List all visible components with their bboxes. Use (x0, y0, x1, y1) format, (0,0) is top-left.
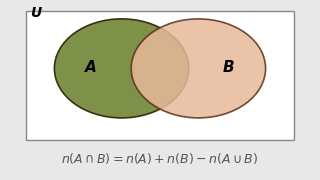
Ellipse shape (54, 19, 189, 118)
Text: $\bfit{B}$: $\bfit{B}$ (222, 60, 235, 75)
Text: $n(A \cap B) = n(A) + n(B) - n(A \cup B)$: $n(A \cap B) = n(A) + n(B) - n(A \cup B)… (61, 151, 259, 166)
Text: $\bfit{U}$: $\bfit{U}$ (30, 6, 43, 20)
FancyBboxPatch shape (26, 11, 294, 140)
Ellipse shape (131, 19, 266, 118)
Text: $\bfit{A}$: $\bfit{A}$ (84, 60, 98, 75)
